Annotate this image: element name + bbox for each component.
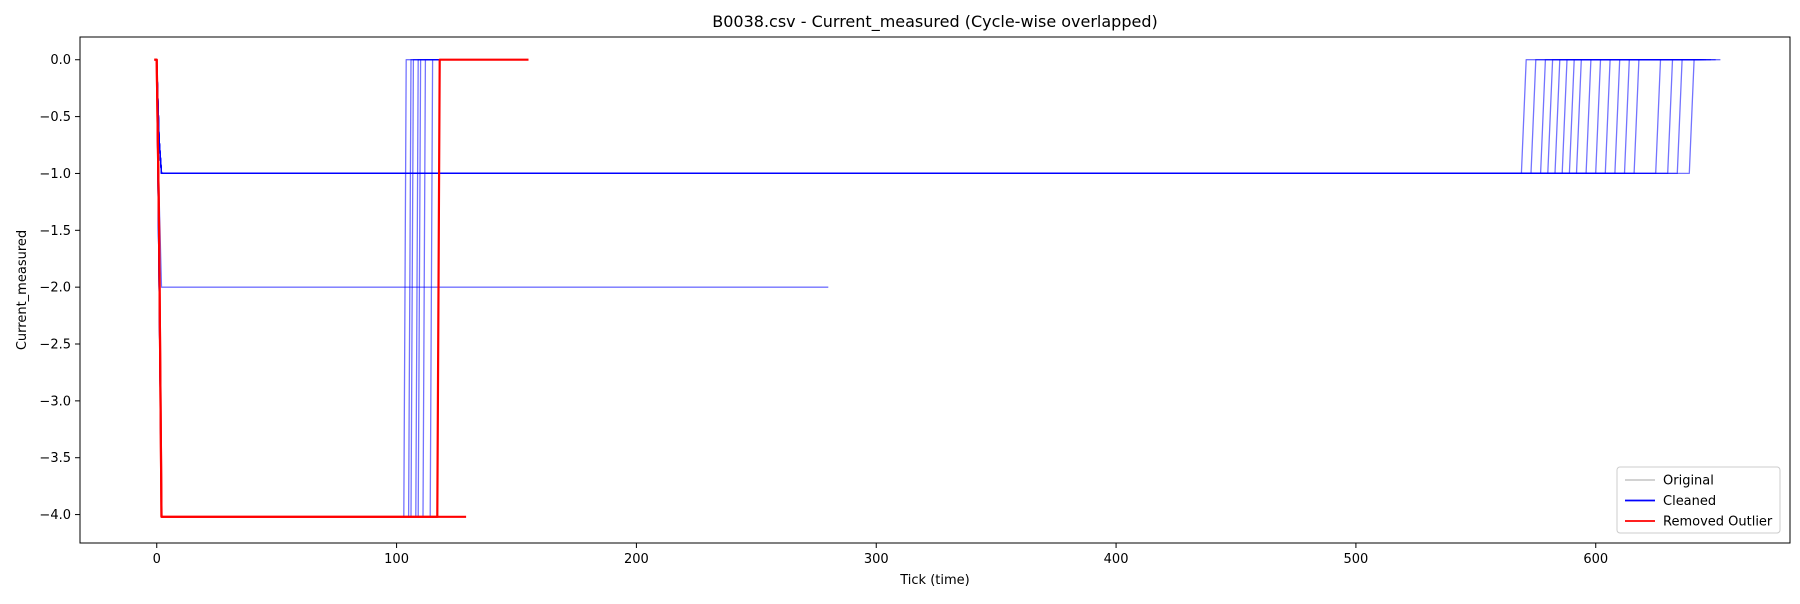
y-tick-label: −2.0 <box>39 281 71 296</box>
series-line <box>156 59 1711 175</box>
series-line <box>156 59 440 518</box>
series-line <box>154 58 529 518</box>
series-group <box>154 58 1721 518</box>
axes: 0 100 200 300 400 500 600 0.0 −0.5 −1.0 −1.5 −2.0 −2… <box>39 36 1791 567</box>
series-cleaned <box>156 59 1721 518</box>
y-tick-label: −1.5 <box>39 224 71 239</box>
series-line <box>156 59 1716 175</box>
series-line <box>156 59 1721 175</box>
x-tick-label: 500 <box>1343 552 1368 567</box>
legend-box <box>1616 466 1781 534</box>
series-line <box>156 59 1702 175</box>
series-line <box>156 59 1697 175</box>
y-tick-label: 0.0 <box>50 53 71 68</box>
series-line <box>156 59 440 518</box>
series-line <box>156 59 1692 175</box>
series-line <box>156 59 1704 175</box>
series-line <box>156 59 1692 175</box>
series-line <box>156 59 1692 175</box>
series-line <box>156 59 440 518</box>
legend: Original Cleaned Removed Outlier <box>1616 466 1781 534</box>
series-line <box>156 59 440 518</box>
y-tick-label: −3.5 <box>39 451 71 466</box>
y-axis-label: Current_measured <box>15 230 30 350</box>
x-tick-label: 400 <box>1104 552 1129 567</box>
series-line <box>156 59 440 518</box>
series-line <box>156 59 440 518</box>
x-axis-label: Tick (time) <box>899 573 969 588</box>
y-tick-label: −1.0 <box>39 167 71 182</box>
series-line <box>156 59 1707 175</box>
x-tick-label: 600 <box>1583 552 1608 567</box>
x-tick-label: 0 <box>153 552 161 567</box>
series-removed-outlier <box>154 58 529 518</box>
series-line <box>156 59 1692 175</box>
plot-frame <box>79 36 1791 544</box>
chart-title: B0038.csv - Current_measured (Cycle-wise… <box>712 12 1157 32</box>
y-tick-label: −4.0 <box>39 508 71 523</box>
series-line <box>156 59 1692 175</box>
series-line <box>156 59 1692 175</box>
y-tick-label: −2.5 <box>39 338 71 353</box>
y-tick-label: −0.5 <box>39 110 71 125</box>
series-line <box>156 59 1699 175</box>
series-line <box>156 59 1692 175</box>
x-tick-label: 300 <box>864 552 889 567</box>
series-line <box>156 59 440 518</box>
legend-label: Cleaned <box>1663 494 1716 509</box>
legend-label: Original <box>1663 474 1714 489</box>
legend-label: Removed Outlier <box>1663 515 1773 530</box>
series-line <box>156 59 1692 175</box>
y-tick-label: −3.0 <box>39 394 71 409</box>
x-tick-label: 100 <box>384 552 409 567</box>
series-line <box>156 59 1695 175</box>
plot-area <box>154 58 1721 518</box>
x-tick-label: 200 <box>624 552 649 567</box>
series-line <box>156 59 1702 175</box>
series-line <box>154 58 467 518</box>
